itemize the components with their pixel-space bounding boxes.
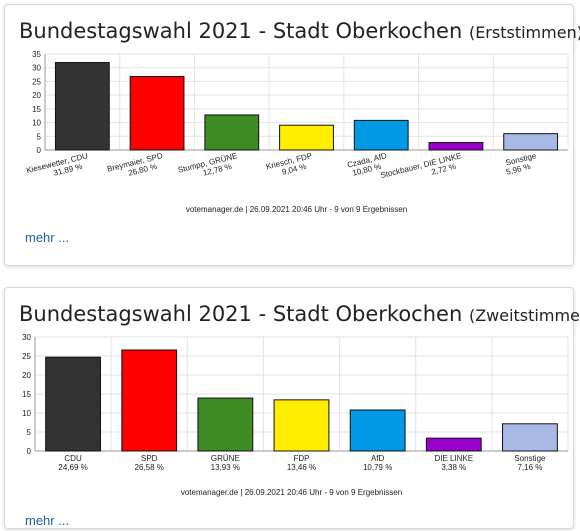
x-category-label: FDP	[294, 454, 310, 463]
y-tick-label: 30	[32, 64, 41, 73]
y-tick-label: 0	[37, 146, 42, 155]
y-tick-label: 5	[37, 132, 42, 141]
y-tick-label: 35	[32, 50, 41, 59]
chart-title: Bundestagswahl 2021 - Stadt Oberkochen (…	[19, 19, 580, 43]
chart-footer: votemanager.de | 26.09.2021 20:46 Uhr - …	[181, 488, 402, 497]
erststimmen-card: Bundestagswahl 2021 - Stadt Oberkochen (…	[4, 4, 580, 266]
more-link[interactable]: mehr ...	[25, 230, 70, 245]
bar	[204, 114, 260, 151]
y-tick-label: 25	[22, 352, 31, 361]
bar	[428, 142, 484, 151]
bar	[349, 409, 406, 452]
x-value-label: 13,46 %	[287, 463, 316, 472]
bar	[197, 397, 254, 452]
y-tick-label: 10	[22, 409, 31, 418]
x-category-label: CDU	[64, 454, 82, 463]
bar	[353, 119, 409, 151]
chart-title: Bundestagswahl 2021 - Stadt Oberkochen (…	[19, 302, 580, 326]
bar	[502, 423, 558, 452]
x-category-label: GRÜNE	[211, 454, 240, 463]
x-category-label: Sonstige	[514, 454, 546, 463]
y-tick-label: 30	[22, 333, 31, 342]
x-value-label: 24,69 %	[58, 463, 87, 472]
bar	[279, 124, 334, 151]
y-tick-label: 5	[27, 428, 32, 437]
bar	[503, 133, 559, 151]
bar	[45, 356, 101, 452]
y-tick-label: 0	[27, 447, 32, 456]
y-tick-label: 10	[32, 119, 41, 128]
y-tick-label: 15	[22, 390, 31, 399]
chart-footer: votemanager.de | 26.09.2021 20:46 Uhr - …	[186, 205, 407, 214]
more-link[interactable]: mehr ...	[25, 513, 70, 528]
bar	[273, 399, 330, 452]
bar	[425, 437, 482, 452]
x-value-label: 13,93 %	[211, 463, 240, 472]
zweitstimmen-card: Bundestagswahl 2021 - Stadt Oberkochen (…	[4, 287, 580, 529]
bar	[121, 349, 178, 452]
x-category-label: AfD	[371, 454, 385, 463]
bar	[129, 75, 185, 151]
y-tick-label: 20	[22, 371, 31, 380]
y-tick-label: 15	[32, 105, 41, 114]
x-value-label: 10,79 %	[363, 463, 392, 472]
bar	[54, 62, 110, 151]
x-value-label: 3,38 %	[441, 463, 466, 472]
x-category-label: DIE LINKE	[434, 454, 473, 463]
x-category-label: SPD	[141, 454, 158, 463]
x-value-label: 26,58 %	[135, 463, 164, 472]
y-tick-label: 20	[32, 91, 41, 100]
x-value-label: 7,16 %	[517, 463, 542, 472]
y-tick-label: 25	[32, 77, 41, 86]
